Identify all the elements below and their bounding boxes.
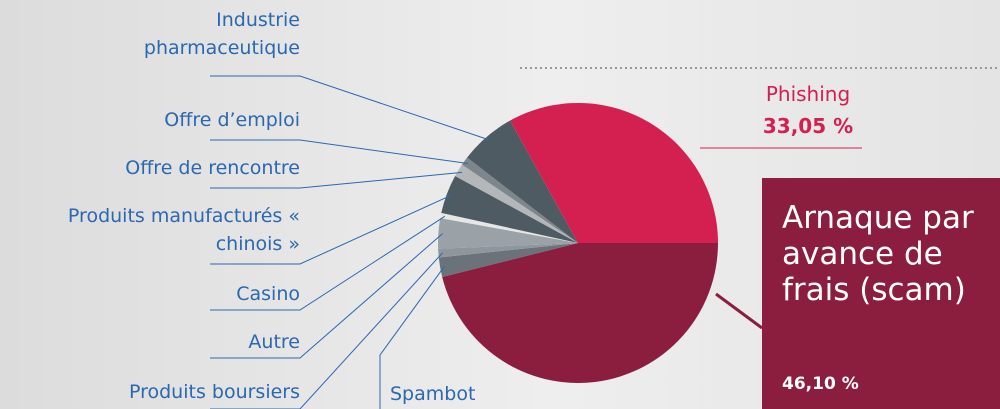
pie-slice: [438, 243, 578, 277]
leader-line: [379, 266, 445, 409]
pie-slice: [441, 175, 578, 243]
scam-label: Arnaque par avance de frais (scam): [782, 200, 974, 308]
leader-line: [210, 171, 463, 189]
pie-slice: [510, 103, 718, 243]
pie-slice: [455, 164, 578, 243]
slice-label: Autre: [248, 331, 300, 353]
leader-line: [210, 215, 446, 311]
slice-label: Spambot: [390, 383, 476, 405]
leader-line: [210, 139, 468, 165]
slice-label: Offre d’emploi: [164, 109, 300, 131]
pie-slice: [440, 212, 578, 243]
slice-label: Produits manufacturés « chinois »: [67, 205, 300, 255]
scam-leader: [715, 292, 763, 330]
slice-label: Produits boursiers: [128, 381, 300, 403]
scam-value: 46,10 %: [782, 374, 859, 394]
scam-box: Arnaque par avance de frais (scam) 46,10…: [762, 178, 1000, 409]
slice-label: Offre de rencontre: [125, 157, 300, 179]
leader-line: [210, 233, 443, 359]
phishing-label: Phishing: [765, 82, 851, 106]
pie-slice: [442, 243, 718, 383]
slice-label: Casino: [236, 283, 300, 305]
leader-line: [210, 75, 490, 141]
leader-line: [210, 194, 452, 265]
pie-slice: [467, 120, 578, 243]
pie-slice: [438, 243, 578, 258]
slice-label: Industrie pharmaceutique: [143, 9, 300, 59]
phishing-value: 33,05 %: [762, 114, 854, 138]
pie-slice: [437, 218, 578, 249]
leader-line: [210, 252, 443, 409]
pie-slice: [461, 157, 578, 243]
